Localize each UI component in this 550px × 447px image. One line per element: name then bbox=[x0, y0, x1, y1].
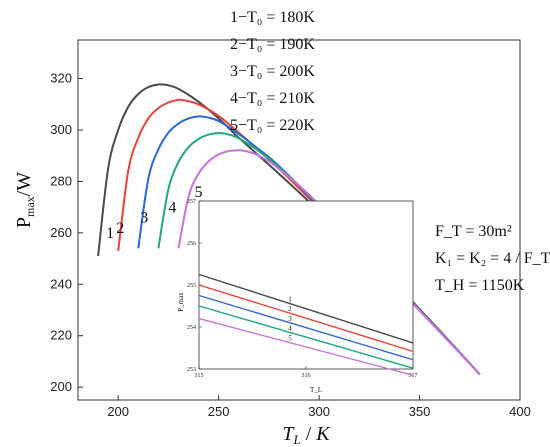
y-tick-label: 200 bbox=[50, 379, 72, 394]
x-tick-label: 400 bbox=[509, 404, 531, 419]
legend-entry-4: 4−T₀ = 210K bbox=[230, 90, 315, 107]
inset-y-tick-label: 253 bbox=[187, 367, 196, 373]
inset-series: 12 34 5 bbox=[198, 273, 414, 376]
legend-entry-2: 2−T₀ = 190K bbox=[230, 36, 315, 53]
y-axis: 200 220 240 260 280 300 320 bbox=[50, 71, 83, 394]
inset-series-2-line bbox=[198, 284, 414, 353]
inset-y-tick-label: 257 bbox=[187, 199, 196, 205]
inset-y-tick-label: 254 bbox=[187, 325, 196, 331]
curve-label-1: 1 bbox=[106, 225, 114, 242]
parameter-block: F_T = 30m² K₁ = K₂ = 4 / F_T T_H = 1150K bbox=[435, 223, 550, 294]
parameter-th: T_H = 1150K bbox=[435, 277, 525, 294]
x-tick-label: 200 bbox=[107, 404, 129, 419]
inset-series-5-line bbox=[198, 317, 414, 376]
inset-y-axis-title: P_max bbox=[177, 292, 185, 312]
curve-label-5: 5 bbox=[195, 184, 203, 201]
y-axis-title: Pmax/W bbox=[13, 172, 37, 228]
y-tick-label: 240 bbox=[50, 276, 72, 291]
parameter-k: K₁ = K₂ = 4 / F_T bbox=[435, 250, 550, 267]
y-tick-label: 260 bbox=[50, 225, 72, 240]
inset-series-1-line bbox=[198, 273, 414, 344]
x-axis-title: TL / K bbox=[282, 423, 331, 447]
inset-series-4-line bbox=[198, 305, 414, 369]
inset-x-axis-title: T_L bbox=[310, 386, 322, 394]
x-tick-label: 350 bbox=[409, 404, 431, 419]
curve-label-3: 3 bbox=[140, 210, 148, 227]
inset-curve-label-4: 4 bbox=[288, 324, 292, 332]
plot-frame bbox=[77, 39, 521, 401]
inset-curve-label-3: 3 bbox=[288, 315, 292, 323]
legend: 1−T₀ = 180K 2−T₀ = 190K 3−T₀ = 200K 4−T₀… bbox=[230, 9, 315, 134]
curve-labels: 1 23 4 5 bbox=[106, 184, 202, 242]
inset-x-tick-label: 315 bbox=[195, 373, 204, 379]
inset-curve-label-5: 5 bbox=[288, 335, 292, 343]
parameter-area: F_T = 30m² bbox=[435, 223, 512, 240]
inset-x-tick-label: 317 bbox=[409, 373, 418, 379]
x-axis: 200 250 300 350 400 bbox=[107, 395, 531, 419]
y-tick-label: 300 bbox=[50, 122, 72, 137]
inset-x-tick-label: 316 bbox=[302, 373, 311, 379]
legend-entry-5: 5−T₀ = 220K bbox=[230, 117, 315, 134]
inset-chart: 315 316 317 253 254 255 256 257 12 34 5 P_max T_L bbox=[177, 199, 418, 394]
x-tick-label: 300 bbox=[308, 404, 330, 419]
y-tick-label: 320 bbox=[50, 71, 72, 86]
inset-y-tick-label: 256 bbox=[187, 241, 196, 247]
legend-entry-3: 3−T₀ = 200K bbox=[230, 63, 315, 80]
y-tick-label: 280 bbox=[50, 173, 72, 188]
legend-entry-1: 1−T₀ = 180K bbox=[230, 9, 315, 26]
curve-label-4: 4 bbox=[168, 199, 176, 216]
inset-y-tick-label: 255 bbox=[187, 283, 196, 289]
curve-label-2: 2 bbox=[116, 220, 124, 237]
inset-series-3-line bbox=[198, 294, 414, 361]
y-tick-label: 220 bbox=[50, 328, 72, 343]
inset-curve-label-1: 1 bbox=[288, 296, 292, 304]
x-tick-label: 250 bbox=[208, 404, 230, 419]
inset-curve-label-2: 2 bbox=[288, 305, 292, 313]
